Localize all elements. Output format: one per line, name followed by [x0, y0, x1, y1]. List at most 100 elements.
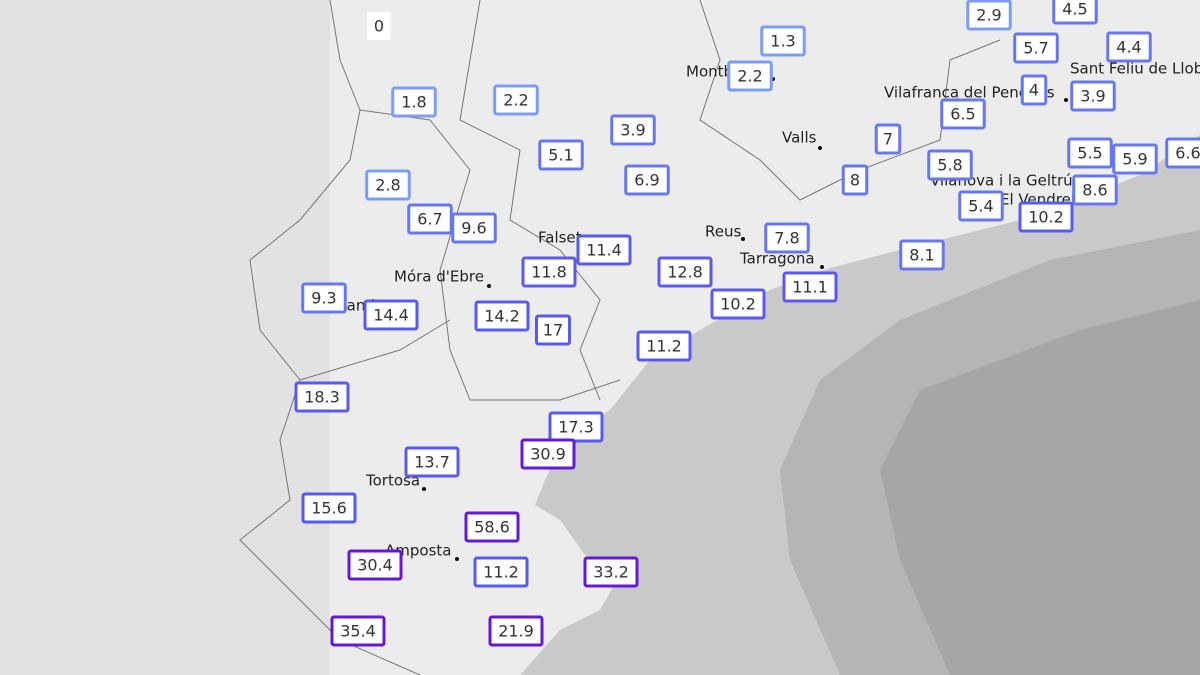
station: 13.7 [404, 446, 460, 478]
station-box [365, 169, 411, 201]
station: 9.6 [451, 212, 497, 244]
town-dot [820, 265, 824, 269]
station-value: 12.8 [667, 263, 703, 282]
town-dot [1064, 98, 1068, 102]
station-box [874, 123, 902, 155]
land-west [0, 0, 330, 675]
station-box [610, 114, 656, 146]
station-box [966, 0, 1012, 31]
station: 4.5 [1052, 0, 1098, 25]
station-value: 2.9 [976, 6, 1001, 25]
station: 5.1 [538, 139, 584, 171]
station-box [347, 549, 403, 581]
station-value: 1.3 [770, 32, 795, 51]
town-label: Sant Feliu de Llobregat [1070, 60, 1200, 78]
station-box [535, 314, 571, 346]
station-box [636, 330, 692, 362]
station-box [657, 256, 713, 288]
station-value: 35.4 [340, 622, 376, 641]
borders [239, 0, 1001, 675]
station-box [451, 212, 497, 244]
station-box [363, 299, 419, 331]
station: 7 [874, 123, 902, 155]
station-box [473, 556, 529, 588]
station-value: 3.9 [620, 121, 645, 140]
station-value: 6.5 [950, 105, 975, 124]
station: 1.8 [391, 86, 437, 118]
station: 58.6 [464, 511, 520, 543]
town-dot [455, 557, 459, 561]
station-value: 14.2 [484, 307, 520, 326]
station-value: 6.6 [1175, 144, 1200, 163]
station-value: 4.4 [1116, 38, 1141, 57]
station-value: 5.7 [1023, 39, 1048, 58]
station-box [760, 25, 806, 57]
station: 2.9 [966, 0, 1012, 31]
station-box [782, 271, 838, 303]
station: 11.2 [636, 330, 692, 362]
station-box [404, 446, 460, 478]
station: 5.4 [958, 190, 1004, 222]
station: 5.7 [1013, 32, 1059, 64]
station-value: 4 [1029, 81, 1039, 100]
station: 2.8 [365, 169, 411, 201]
station: 4.4 [1106, 31, 1152, 63]
town-label: Móra d'Ebre [394, 268, 484, 286]
station-value: 11.2 [646, 337, 682, 356]
station: 8 [841, 164, 869, 196]
station-value: 5.1 [548, 146, 573, 165]
town-dot [818, 146, 822, 150]
sea-deeper [880, 300, 1200, 675]
station-value: 10.2 [1028, 208, 1064, 227]
station-value: 5.8 [937, 156, 962, 175]
town-dot [422, 487, 426, 491]
station-value: 6.7 [417, 210, 442, 229]
station-box [899, 239, 945, 271]
station-value: 13.7 [414, 453, 450, 472]
station: 30.9 [520, 438, 576, 470]
station: 12.8 [657, 256, 713, 288]
station-value: 8.1 [909, 246, 934, 265]
town-label: Vilafranca del Penedès [884, 84, 1055, 102]
station: 33.2 [583, 556, 639, 588]
station-box [301, 492, 357, 524]
station-value: 9.3 [311, 289, 336, 308]
station-box [940, 98, 986, 130]
station: 9.3 [301, 282, 347, 314]
station-value: 7.8 [774, 229, 799, 248]
station: 11.4 [576, 234, 632, 266]
station-value: 7 [883, 130, 893, 149]
station-box [576, 234, 632, 266]
station: 6.7 [407, 203, 453, 235]
station: 14.4 [363, 299, 419, 331]
station-box [330, 615, 386, 647]
station-box [391, 86, 437, 118]
station-box [1072, 174, 1118, 206]
station-box [474, 300, 530, 332]
station: 11.1 [782, 271, 838, 303]
station-box [464, 511, 520, 543]
station-value: 8.6 [1082, 181, 1107, 200]
station-box [958, 190, 1004, 222]
station: 7.8 [764, 222, 810, 254]
station-value: 2.2 [503, 91, 528, 110]
station-value: 4.5 [1062, 0, 1087, 19]
station-value: 14.4 [373, 306, 409, 325]
station: 35.4 [330, 615, 386, 647]
station-box [301, 282, 347, 314]
town-dot [487, 284, 491, 288]
station: 17 [535, 314, 571, 346]
station: 10.2 [710, 288, 766, 320]
station-box [367, 12, 391, 40]
station-box [1020, 74, 1048, 106]
station: 4 [1020, 74, 1048, 106]
station-value: 6.9 [634, 171, 659, 190]
station-box [488, 615, 544, 647]
station-value: 5.9 [1122, 150, 1147, 169]
station: 11.8 [521, 256, 577, 288]
station-value: 3.9 [1080, 87, 1105, 106]
station-box [548, 411, 604, 443]
station: 2.2 [727, 60, 773, 92]
station-box [927, 149, 973, 181]
